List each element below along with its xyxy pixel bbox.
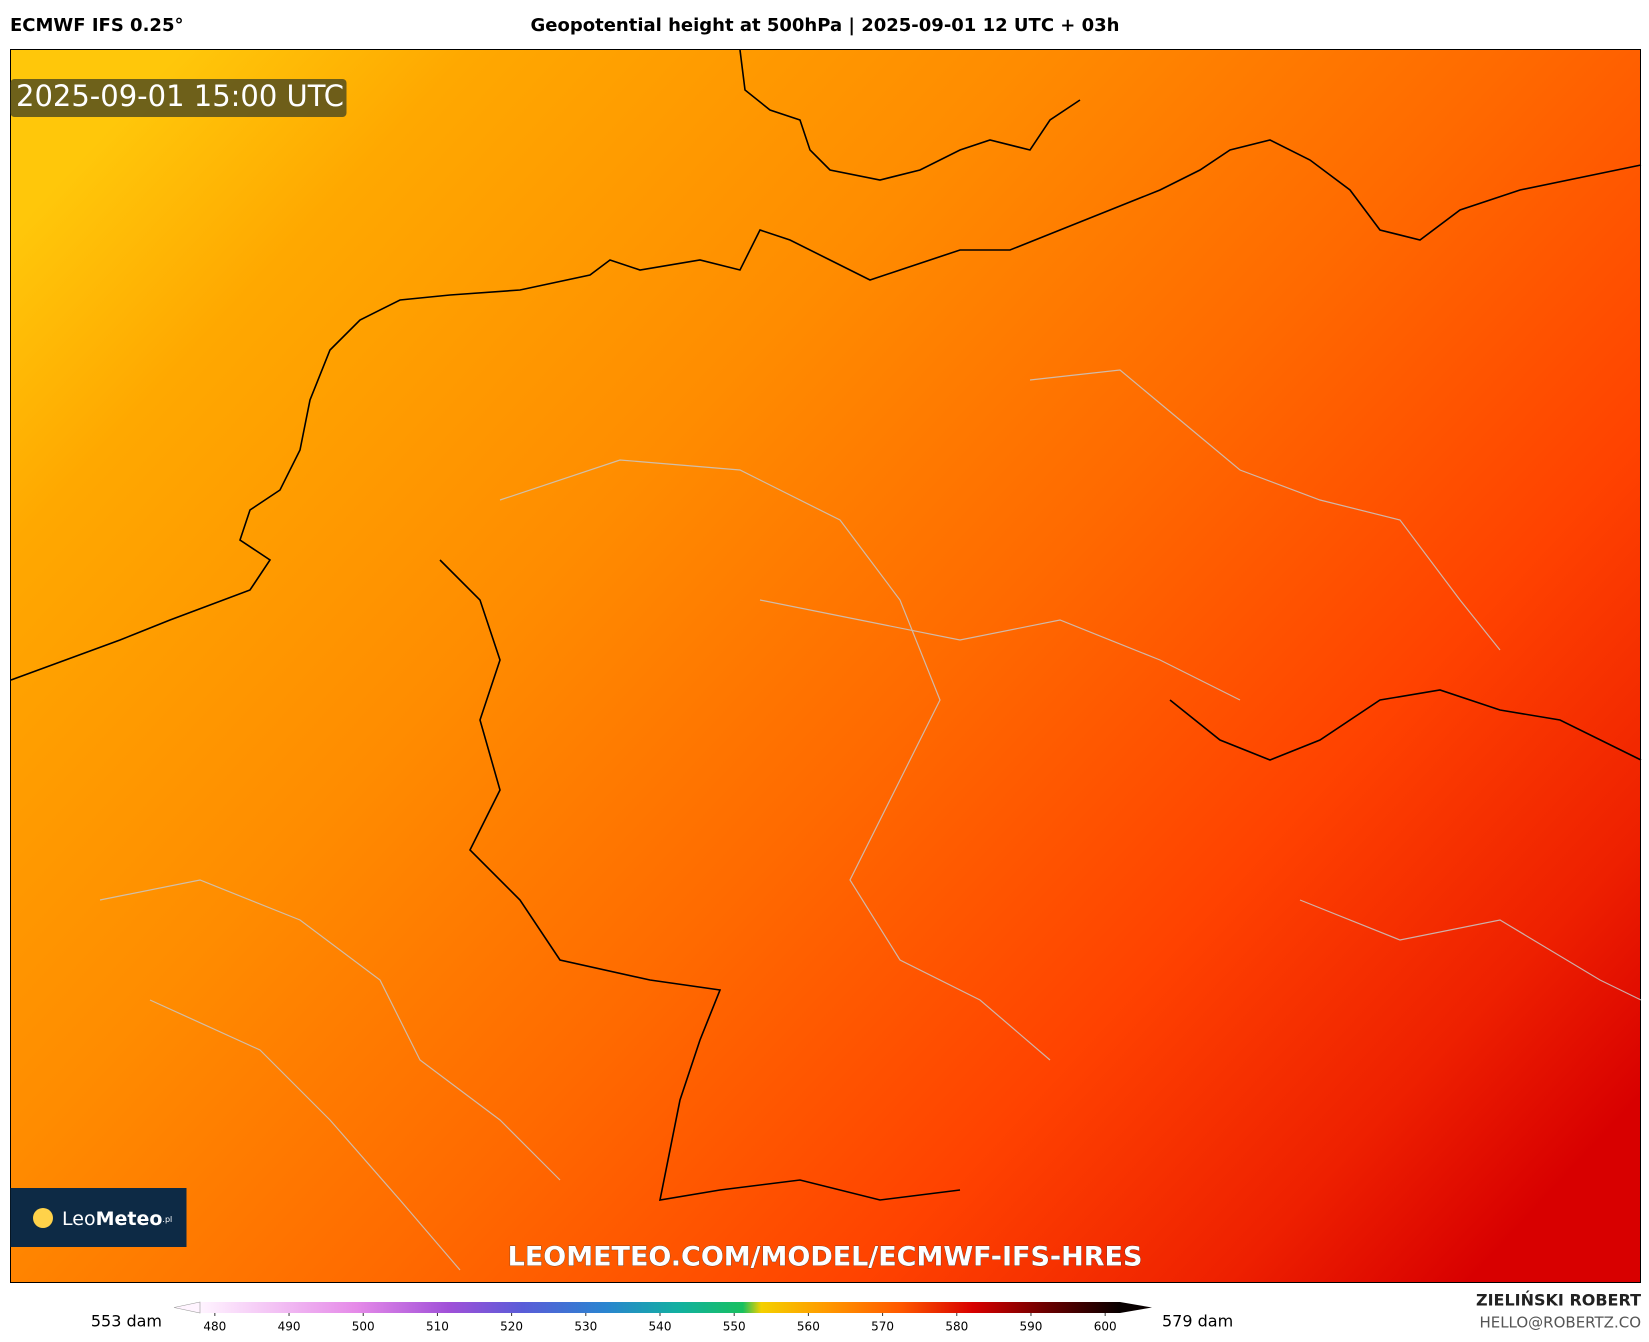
colorbar-max-label: 579 dam: [1162, 1312, 1233, 1331]
colorbar-tick-label: 600: [1094, 1320, 1117, 1334]
colorbar-tick-label: 570: [871, 1320, 894, 1334]
logo-bold: Meteo: [96, 1208, 163, 1230]
colorbar-tick-label: 550: [723, 1320, 746, 1334]
map-field: [10, 49, 1641, 1283]
logo-text: LeoMeteo.pl: [62, 1208, 172, 1230]
colorbar-tick-label: 480: [203, 1320, 226, 1334]
colorbar-tick-label: 540: [649, 1320, 672, 1334]
colorbar-tick-label: 490: [278, 1320, 301, 1334]
borders: [99, 369, 1642, 1271]
model-label: ECMWF IFS 0.25°: [10, 15, 183, 36]
time-badge: [10, 79, 347, 117]
colorbar-max-arrow: [1120, 1302, 1152, 1313]
map-title: Geopotential height at 500hPa | 2025-09-…: [530, 15, 1119, 36]
coastlines: [10, 49, 1642, 1201]
valid-time: 2025-09-01 15:00 UTC: [16, 79, 344, 113]
colorbar-tick-label: 530: [574, 1320, 597, 1334]
author-email: HELLO@ROBERTZ.CO: [1479, 1314, 1641, 1332]
colorbar-tick-label: 560: [797, 1320, 820, 1334]
watermark: LEOMETEO.COM/MODEL/ECMWF-IFS-HRES: [508, 1242, 1143, 1273]
colorbar-min-label: 553 dam: [91, 1312, 162, 1331]
colorbar-tick-label: 590: [1020, 1320, 1043, 1334]
colorbar-tick-label: 510: [426, 1320, 449, 1334]
author: ZIELIŃSKI ROBERT: [1476, 1291, 1641, 1310]
colorbar: 480 490 500 510 520 530 540 550 560 570 580 590 600: [173, 1301, 1152, 1334]
colorbar-tick-label: 500: [352, 1320, 375, 1334]
colorbar-tick-label: 520: [500, 1320, 523, 1334]
colorbar-tick-label: 580: [945, 1320, 968, 1334]
colorbar-min-arrow: [173, 1301, 201, 1314]
logo-sun: [33, 1208, 53, 1228]
logo-light: Leo: [62, 1208, 96, 1230]
logo-suffix: .pl: [162, 1215, 172, 1224]
colorbar-body: [200, 1302, 1120, 1313]
